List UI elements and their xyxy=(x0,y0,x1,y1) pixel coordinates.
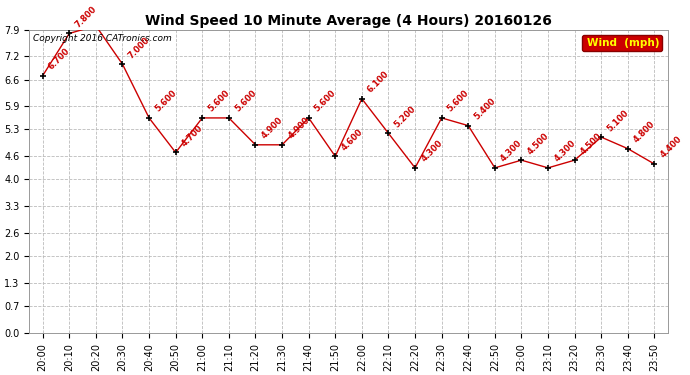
Text: 5.100: 5.100 xyxy=(605,108,631,133)
Text: 6.100: 6.100 xyxy=(366,69,391,94)
Text: 5.600: 5.600 xyxy=(233,88,258,114)
Text: 4.500: 4.500 xyxy=(579,131,604,156)
Text: Copyright 2016 CATronics.com: Copyright 2016 CATronics.com xyxy=(32,34,171,43)
Title: Wind Speed 10 Minute Average (4 Hours) 20160126: Wind Speed 10 Minute Average (4 Hours) 2… xyxy=(145,14,552,28)
Text: 4.600: 4.600 xyxy=(339,127,364,152)
Text: 7.800: 7.800 xyxy=(73,4,99,29)
Text: 5.400: 5.400 xyxy=(473,96,497,122)
Text: 5.200: 5.200 xyxy=(393,104,417,129)
Text: 5.600: 5.600 xyxy=(446,88,471,114)
Text: 7.000: 7.000 xyxy=(127,35,152,60)
Text: 4.400: 4.400 xyxy=(658,135,684,160)
Text: 4.900: 4.900 xyxy=(286,116,311,141)
Text: 6.700: 6.700 xyxy=(47,46,72,72)
Text: 4.300: 4.300 xyxy=(420,139,444,164)
Text: 5.600: 5.600 xyxy=(313,88,338,114)
Text: 4.800: 4.800 xyxy=(632,120,657,144)
Text: 4.300: 4.300 xyxy=(499,139,524,164)
Text: 4.900: 4.900 xyxy=(259,116,285,141)
Text: 4.700: 4.700 xyxy=(180,123,205,148)
Legend: Wind  (mph): Wind (mph) xyxy=(582,35,662,51)
Text: 5.600: 5.600 xyxy=(153,88,178,114)
Text: 5.600: 5.600 xyxy=(206,88,232,114)
Text: 4.500: 4.500 xyxy=(526,131,551,156)
Text: 8.000: 8.000 xyxy=(0,374,1,375)
Text: 4.300: 4.300 xyxy=(552,139,578,164)
